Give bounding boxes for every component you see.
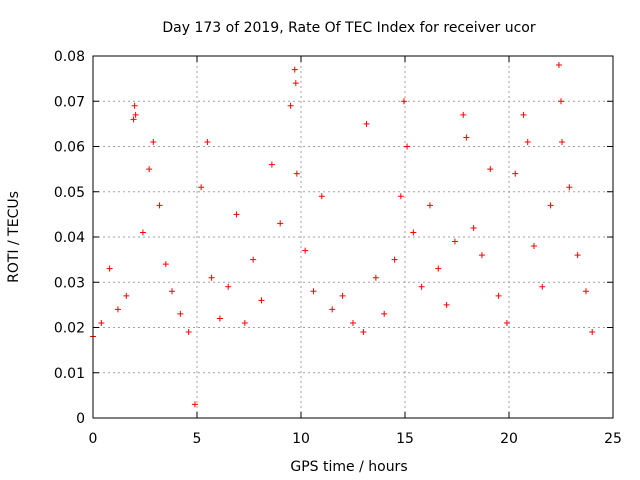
y-tick-label: 0.01 — [54, 366, 85, 382]
data-point — [391, 256, 398, 263]
data-point — [478, 252, 485, 259]
data-point — [191, 401, 198, 408]
x-axis-label: GPS time / hours — [290, 459, 407, 475]
data-point — [426, 202, 433, 209]
chart-title: Day 173 of 2019, Rate Of TEC Index for r… — [162, 20, 536, 36]
data-point — [162, 261, 169, 268]
y-axis-label: ROTI / TECUs — [6, 191, 22, 283]
data-point — [268, 161, 275, 168]
y-tick-label: 0 — [76, 411, 85, 427]
x-tick-label: 15 — [396, 431, 414, 447]
data-point — [139, 229, 146, 236]
data-point — [520, 111, 527, 118]
data-point — [524, 138, 531, 145]
data-point — [555, 62, 562, 69]
data-point — [329, 306, 336, 313]
y-tick-label: 0.06 — [54, 140, 85, 156]
data-point — [150, 138, 157, 145]
data-point — [130, 116, 137, 123]
data-point — [292, 80, 299, 87]
data-point — [400, 98, 407, 105]
data-point — [381, 310, 388, 317]
data-point — [363, 120, 370, 127]
x-tick-label: 5 — [193, 431, 202, 447]
data-point — [287, 102, 294, 109]
data-point — [589, 329, 596, 336]
data-point — [350, 319, 356, 326]
x-tick-label: 25 — [604, 431, 622, 447]
data-point — [460, 111, 467, 118]
data-point — [302, 247, 309, 254]
data-point — [451, 238, 458, 245]
data-point — [397, 193, 404, 200]
data-point — [208, 274, 215, 281]
data-points — [90, 62, 596, 408]
data-point — [558, 98, 564, 105]
data-point — [277, 220, 284, 227]
data-point — [131, 102, 138, 109]
data-point — [503, 319, 510, 326]
data-point — [169, 288, 176, 295]
data-point — [418, 283, 425, 290]
data-point — [177, 310, 184, 317]
y-tick-label: 0.05 — [54, 185, 85, 201]
data-point — [512, 170, 519, 177]
data-point — [225, 283, 232, 290]
data-point — [132, 111, 139, 118]
axis-ticks: 0 5 10 15 20 25 0 0.01 0.02 0.03 0.04 0.05 0.06 0.07 0… — [54, 49, 622, 447]
data-point — [487, 166, 494, 173]
data-point — [495, 292, 502, 299]
data-point — [435, 265, 442, 272]
x-tick-label: 20 — [500, 431, 518, 447]
data-point — [443, 301, 450, 308]
data-point — [339, 292, 346, 299]
y-tick-label: 0.04 — [54, 230, 85, 246]
data-point — [233, 211, 240, 218]
data-point — [106, 265, 113, 272]
y-tick-label: 0.03 — [54, 275, 85, 291]
data-point — [372, 274, 379, 281]
data-point — [258, 297, 265, 304]
data-point — [250, 256, 257, 263]
data-point — [539, 283, 546, 290]
data-point — [360, 329, 367, 336]
y-tick-label: 0.07 — [54, 94, 85, 110]
data-point — [547, 202, 554, 209]
data-point — [204, 138, 211, 145]
y-tick-label: 0.08 — [54, 49, 85, 65]
data-point — [404, 143, 411, 150]
data-point — [198, 184, 205, 191]
data-point — [156, 202, 163, 209]
data-point — [114, 306, 121, 313]
data-point — [185, 329, 192, 336]
data-point — [574, 252, 581, 259]
data-point — [123, 292, 130, 299]
data-point — [582, 288, 589, 295]
y-tick-label: 0.02 — [54, 321, 85, 337]
data-point — [98, 319, 105, 326]
data-point — [530, 243, 537, 250]
data-point — [216, 315, 223, 322]
data-point — [463, 134, 470, 141]
data-point — [146, 166, 153, 173]
data-point — [318, 193, 325, 200]
data-point — [241, 319, 248, 326]
data-point — [310, 288, 317, 295]
data-point — [566, 184, 573, 191]
data-point — [470, 224, 477, 231]
x-tick-label: 10 — [292, 431, 310, 447]
grid-lines — [93, 56, 613, 418]
x-tick-label: 0 — [89, 431, 98, 447]
data-point — [559, 138, 566, 145]
data-point — [291, 66, 298, 73]
data-point — [410, 229, 417, 236]
data-point — [293, 170, 300, 177]
